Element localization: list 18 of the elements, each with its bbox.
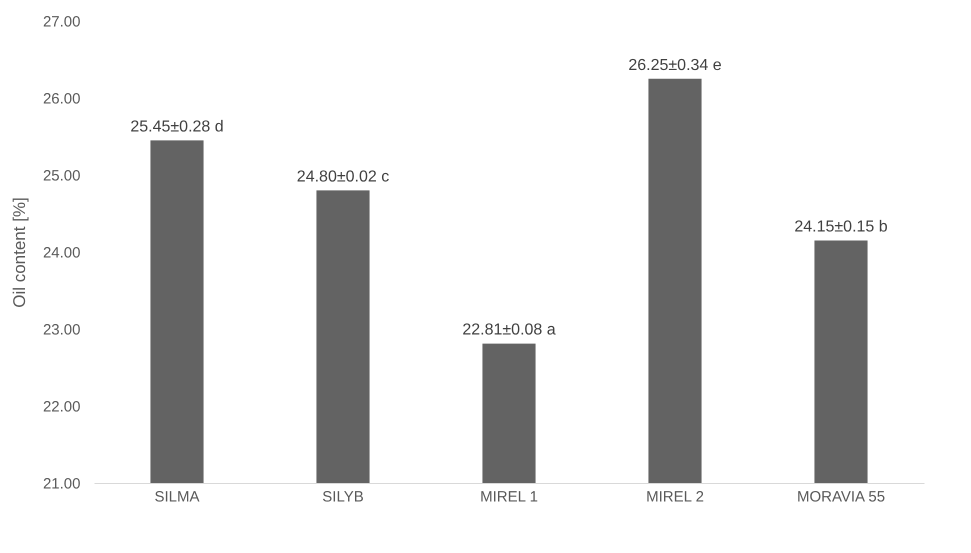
data-label: 22.81±0.08 a	[462, 322, 556, 339]
data-label: 25.45±0.28 d	[130, 118, 224, 136]
y-tick-label: 23.00	[42, 322, 80, 338]
y-tick-label: 22.00	[42, 398, 80, 416]
data-label: 24.80±0.02 c	[296, 168, 390, 186]
x-tick-label: MORAVIA 55	[796, 488, 886, 506]
x-tick-label: SILYB	[322, 488, 364, 506]
y-axis-title: Oil content [%]	[10, 197, 29, 308]
data-label: 24.15±0.15 b	[794, 218, 888, 236]
x-tick-label: MIREL 1	[480, 488, 538, 506]
y-tick-label: 26.00	[42, 90, 80, 108]
y-tick-label: 27.00	[42, 14, 80, 30]
x-tick-label: MIREL 2	[646, 488, 704, 506]
y-tick-label: 21.00	[42, 476, 80, 492]
data-label: 26.25±0.34 e	[628, 56, 722, 74]
y-tick-label: 24.00	[42, 244, 80, 262]
x-tick-label: SILMA	[154, 488, 200, 506]
y-tick-label: 25.00	[42, 168, 80, 184]
